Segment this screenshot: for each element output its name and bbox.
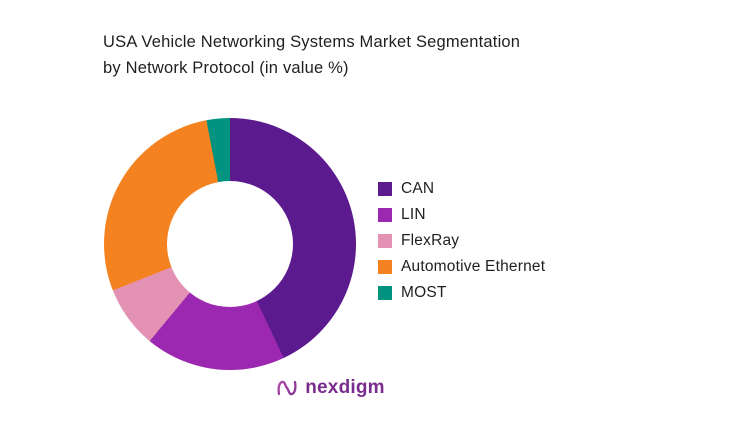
legend-swatch (378, 207, 392, 222)
chart-title-line2: by Network Protocol (in value %) (103, 58, 349, 77)
legend-swatch (378, 233, 392, 248)
chart-title: USA Vehicle Networking Systems Market Se… (103, 30, 643, 81)
legend-label: LIN (401, 205, 426, 223)
donut-chart-area (104, 118, 356, 370)
legend-item: Automotive Ethernet (378, 257, 545, 276)
legend: CAN LIN FlexRay Automotive Ethernet MOST (378, 179, 545, 302)
brand-logo-text: nexdigm (305, 377, 385, 398)
legend-item: MOST (378, 283, 545, 302)
brand-logo: nexdigm (0, 376, 660, 400)
legend-swatch (378, 285, 392, 300)
legend-label: FlexRay (401, 231, 460, 249)
legend-label: MOST (401, 283, 447, 301)
chart-title-line1: USA Vehicle Networking Systems Market Se… (103, 33, 521, 51)
legend-item: LIN (378, 205, 545, 224)
legend-item: CAN (378, 179, 545, 198)
nexdigm-wave-icon (275, 376, 299, 400)
legend-swatch (378, 259, 392, 274)
legend-swatch (378, 181, 392, 196)
donut-hole (167, 181, 293, 307)
legend-item: FlexRay (378, 231, 545, 250)
legend-label: CAN (401, 179, 435, 197)
legend-label: Automotive Ethernet (401, 257, 546, 275)
